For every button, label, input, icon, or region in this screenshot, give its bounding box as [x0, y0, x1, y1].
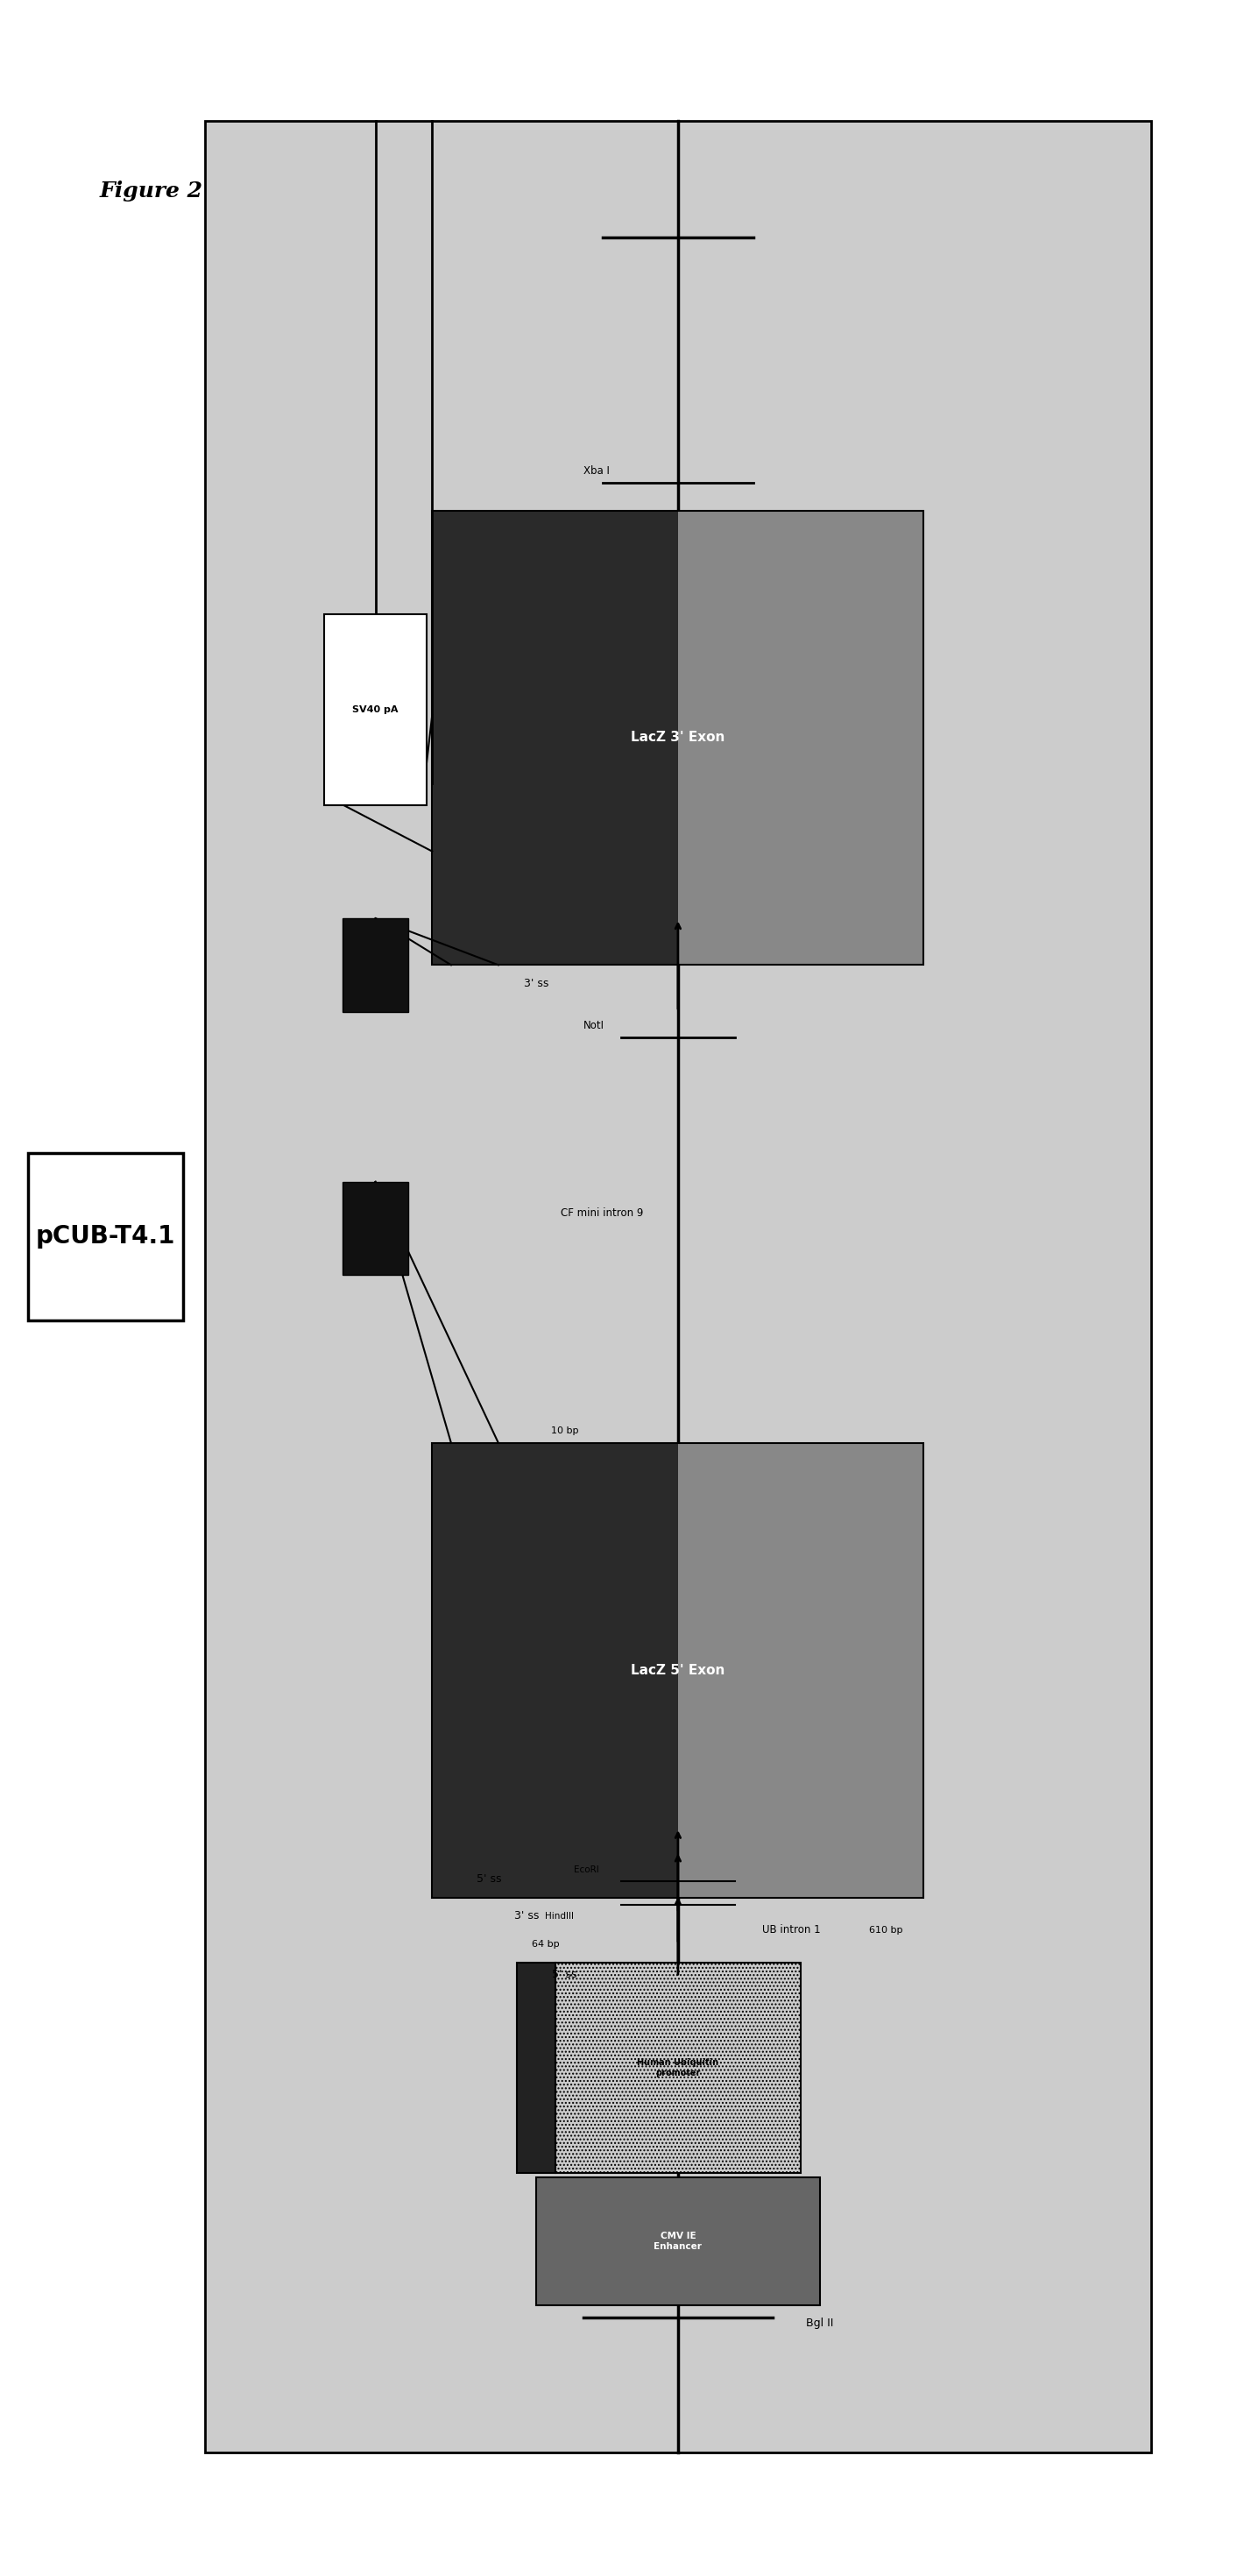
Text: 64 bp: 64 bp [531, 1940, 560, 1947]
Text: LacZ 5' Exon: LacZ 5' Exon [631, 1664, 725, 1677]
Text: HindIII: HindIII [545, 1911, 573, 1922]
Bar [432, 510, 678, 966]
Bar [678, 1443, 924, 1899]
Text: NotI: NotI [583, 1020, 605, 1030]
Text: Figure 2: Figure 2 [100, 180, 203, 201]
Text: CMV IE
Enhancer: CMV IE Enhancer [654, 2231, 702, 2251]
Bar [432, 510, 924, 966]
Text: Human Ubiquitin
promoter: Human Ubiquitin promoter [637, 2058, 719, 2076]
Bar [678, 510, 924, 966]
Text: 3' ss: 3' ss [524, 979, 549, 989]
FancyBboxPatch shape [29, 1154, 184, 1319]
Text: CF mini intron 9: CF mini intron 9 [561, 1208, 643, 1218]
Text: Xba I: Xba I [583, 466, 610, 477]
Text: SV40 pA: SV40 pA [352, 706, 398, 714]
Text: pCUB-T4.1: pCUB-T4.1 [36, 1224, 175, 1249]
Bar [342, 920, 408, 1012]
Bar [536, 2177, 820, 2306]
Text: LacZ 3' Exon: LacZ 3' Exon [631, 732, 725, 744]
Bar [432, 1443, 678, 1899]
Text: UB intron 1: UB intron 1 [763, 1924, 821, 1935]
Bar [518, 1963, 555, 2172]
Text: Bgl II: Bgl II [806, 2318, 833, 2329]
Bar [342, 1182, 408, 1275]
Bar [555, 1963, 801, 2172]
Bar [205, 121, 1151, 2452]
Text: EcoRI: EcoRI [573, 1865, 600, 1873]
Text: 10 bp: 10 bp [551, 1427, 578, 1435]
Bar [432, 1443, 924, 1899]
Text: 5' ss: 5' ss [552, 1968, 577, 1981]
Text: 3' ss: 3' ss [514, 1911, 539, 1922]
Text: 5' ss: 5' ss [476, 1873, 501, 1886]
Text: 610 bp: 610 bp [870, 1927, 903, 1935]
FancyBboxPatch shape [325, 616, 427, 804]
